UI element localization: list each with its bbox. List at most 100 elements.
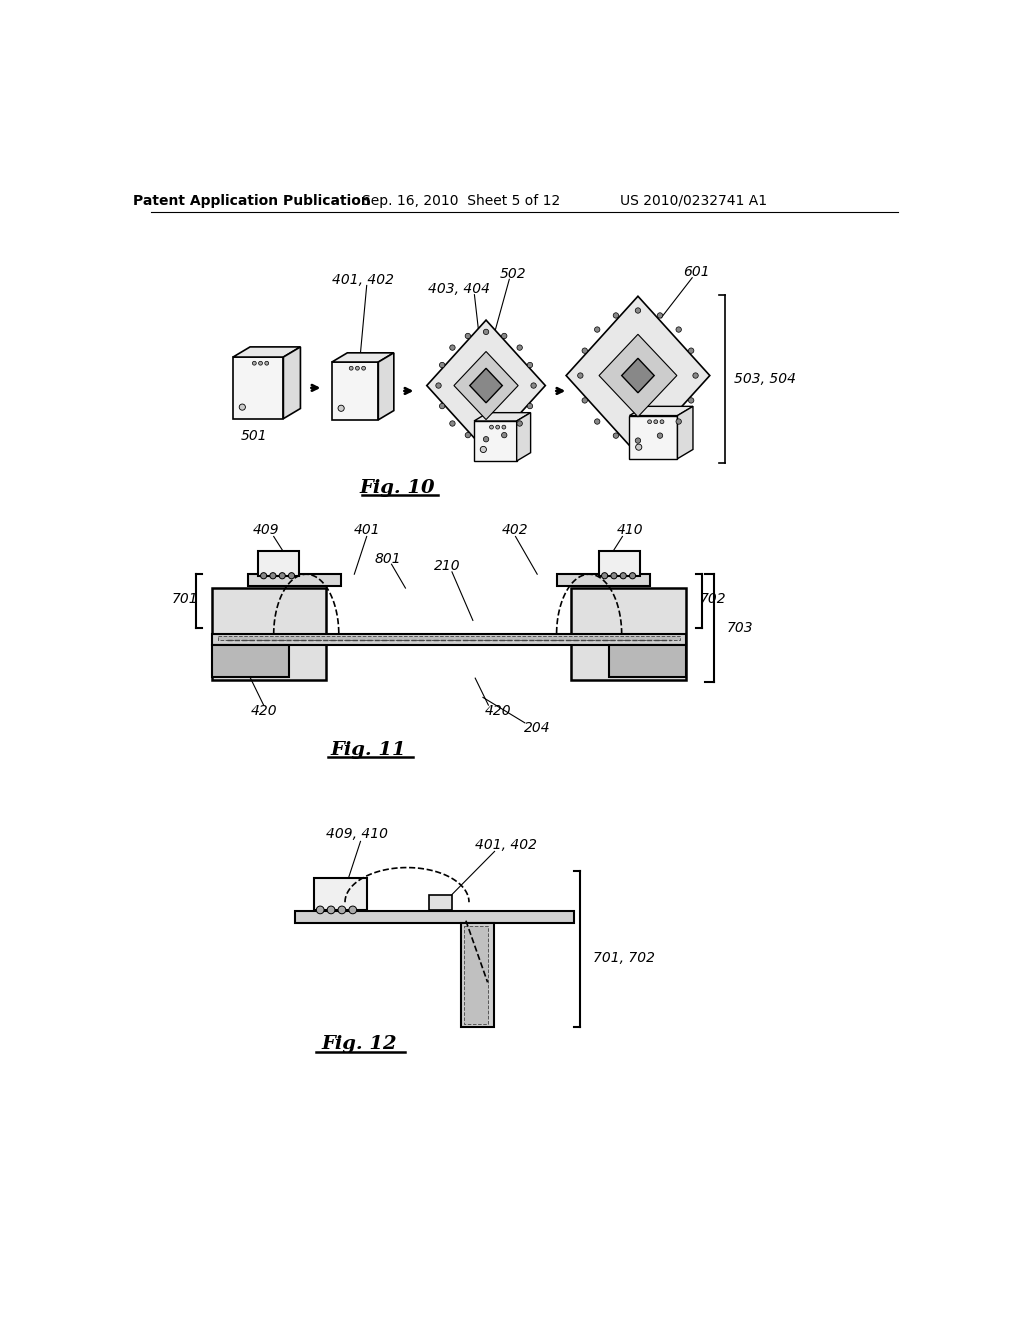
- Bar: [429, 895, 452, 909]
- Circle shape: [480, 446, 486, 453]
- Circle shape: [647, 420, 651, 424]
- Bar: [258, 552, 299, 576]
- Bar: [212, 645, 289, 677]
- Polygon shape: [678, 407, 693, 459]
- Circle shape: [450, 421, 455, 426]
- Text: 401: 401: [353, 523, 380, 537]
- Text: US 2010/0232741 A1: US 2010/0232741 A1: [621, 194, 767, 207]
- Circle shape: [582, 397, 588, 403]
- Polygon shape: [474, 421, 517, 461]
- Circle shape: [530, 383, 537, 388]
- Circle shape: [595, 327, 600, 333]
- Polygon shape: [454, 351, 518, 420]
- Bar: [218, 636, 680, 640]
- Circle shape: [582, 348, 588, 354]
- Circle shape: [635, 308, 641, 313]
- Bar: [557, 574, 649, 586]
- Text: 409: 409: [253, 523, 280, 537]
- Circle shape: [439, 362, 444, 368]
- Circle shape: [280, 573, 286, 578]
- Text: 204: 204: [524, 721, 551, 735]
- Circle shape: [361, 367, 366, 370]
- Polygon shape: [622, 358, 654, 393]
- Text: 601: 601: [683, 265, 710, 280]
- Circle shape: [635, 438, 641, 444]
- Text: Sep. 16, 2010  Sheet 5 of 12: Sep. 16, 2010 Sheet 5 of 12: [362, 194, 560, 207]
- Text: 401, 402: 401, 402: [475, 838, 538, 853]
- Circle shape: [578, 372, 583, 379]
- Circle shape: [260, 573, 266, 578]
- Circle shape: [436, 383, 441, 388]
- Circle shape: [289, 573, 295, 578]
- Text: 801: 801: [375, 552, 401, 566]
- Circle shape: [660, 420, 664, 424]
- Circle shape: [489, 425, 494, 429]
- Circle shape: [439, 404, 444, 409]
- Circle shape: [465, 433, 471, 438]
- Circle shape: [595, 418, 600, 424]
- Circle shape: [676, 327, 681, 333]
- Circle shape: [613, 433, 618, 438]
- Circle shape: [349, 906, 356, 913]
- Bar: [571, 589, 686, 681]
- Text: 403, 404: 403, 404: [428, 282, 489, 296]
- Polygon shape: [233, 347, 300, 358]
- Polygon shape: [427, 321, 546, 451]
- Circle shape: [654, 420, 657, 424]
- Circle shape: [502, 425, 506, 429]
- Bar: [212, 635, 686, 645]
- Polygon shape: [517, 413, 530, 461]
- Circle shape: [688, 397, 694, 403]
- Circle shape: [517, 421, 522, 426]
- Circle shape: [252, 362, 256, 366]
- Text: 703: 703: [726, 622, 753, 635]
- Circle shape: [338, 405, 344, 412]
- Polygon shape: [599, 334, 677, 417]
- Circle shape: [240, 404, 246, 411]
- Circle shape: [527, 362, 532, 368]
- Polygon shape: [378, 352, 394, 420]
- Circle shape: [502, 433, 507, 438]
- Polygon shape: [332, 362, 378, 420]
- Text: 420: 420: [485, 705, 512, 718]
- Circle shape: [450, 345, 455, 350]
- Bar: [295, 911, 573, 923]
- Circle shape: [483, 329, 488, 334]
- Bar: [248, 574, 341, 586]
- Circle shape: [355, 367, 359, 370]
- Circle shape: [693, 372, 698, 379]
- Circle shape: [613, 313, 618, 318]
- Circle shape: [338, 906, 346, 913]
- Text: Fig. 12: Fig. 12: [322, 1035, 396, 1053]
- Circle shape: [611, 573, 617, 578]
- Text: 210: 210: [434, 560, 461, 573]
- Circle shape: [601, 573, 607, 578]
- Circle shape: [621, 573, 627, 578]
- Text: 402: 402: [502, 523, 528, 537]
- Circle shape: [316, 906, 324, 913]
- Polygon shape: [630, 407, 693, 416]
- Polygon shape: [284, 347, 300, 418]
- Circle shape: [349, 367, 353, 370]
- Polygon shape: [233, 358, 284, 418]
- Bar: [461, 923, 494, 1027]
- Circle shape: [688, 348, 694, 354]
- Polygon shape: [566, 296, 710, 455]
- Bar: [212, 589, 327, 681]
- Polygon shape: [474, 413, 530, 421]
- Polygon shape: [630, 416, 678, 459]
- Text: Fig. 11: Fig. 11: [331, 741, 407, 759]
- Text: 701: 701: [172, 591, 199, 606]
- Circle shape: [259, 362, 262, 366]
- Circle shape: [496, 425, 500, 429]
- Bar: [314, 878, 367, 909]
- Text: Fig. 10: Fig. 10: [359, 479, 435, 496]
- Text: 401, 402: 401, 402: [332, 273, 394, 286]
- Bar: [464, 927, 487, 1024]
- Circle shape: [270, 573, 276, 578]
- Text: 410: 410: [616, 523, 643, 537]
- Text: 701, 702: 701, 702: [593, 950, 655, 965]
- Circle shape: [676, 418, 681, 424]
- Circle shape: [265, 362, 268, 366]
- Text: 503, 504: 503, 504: [734, 372, 796, 385]
